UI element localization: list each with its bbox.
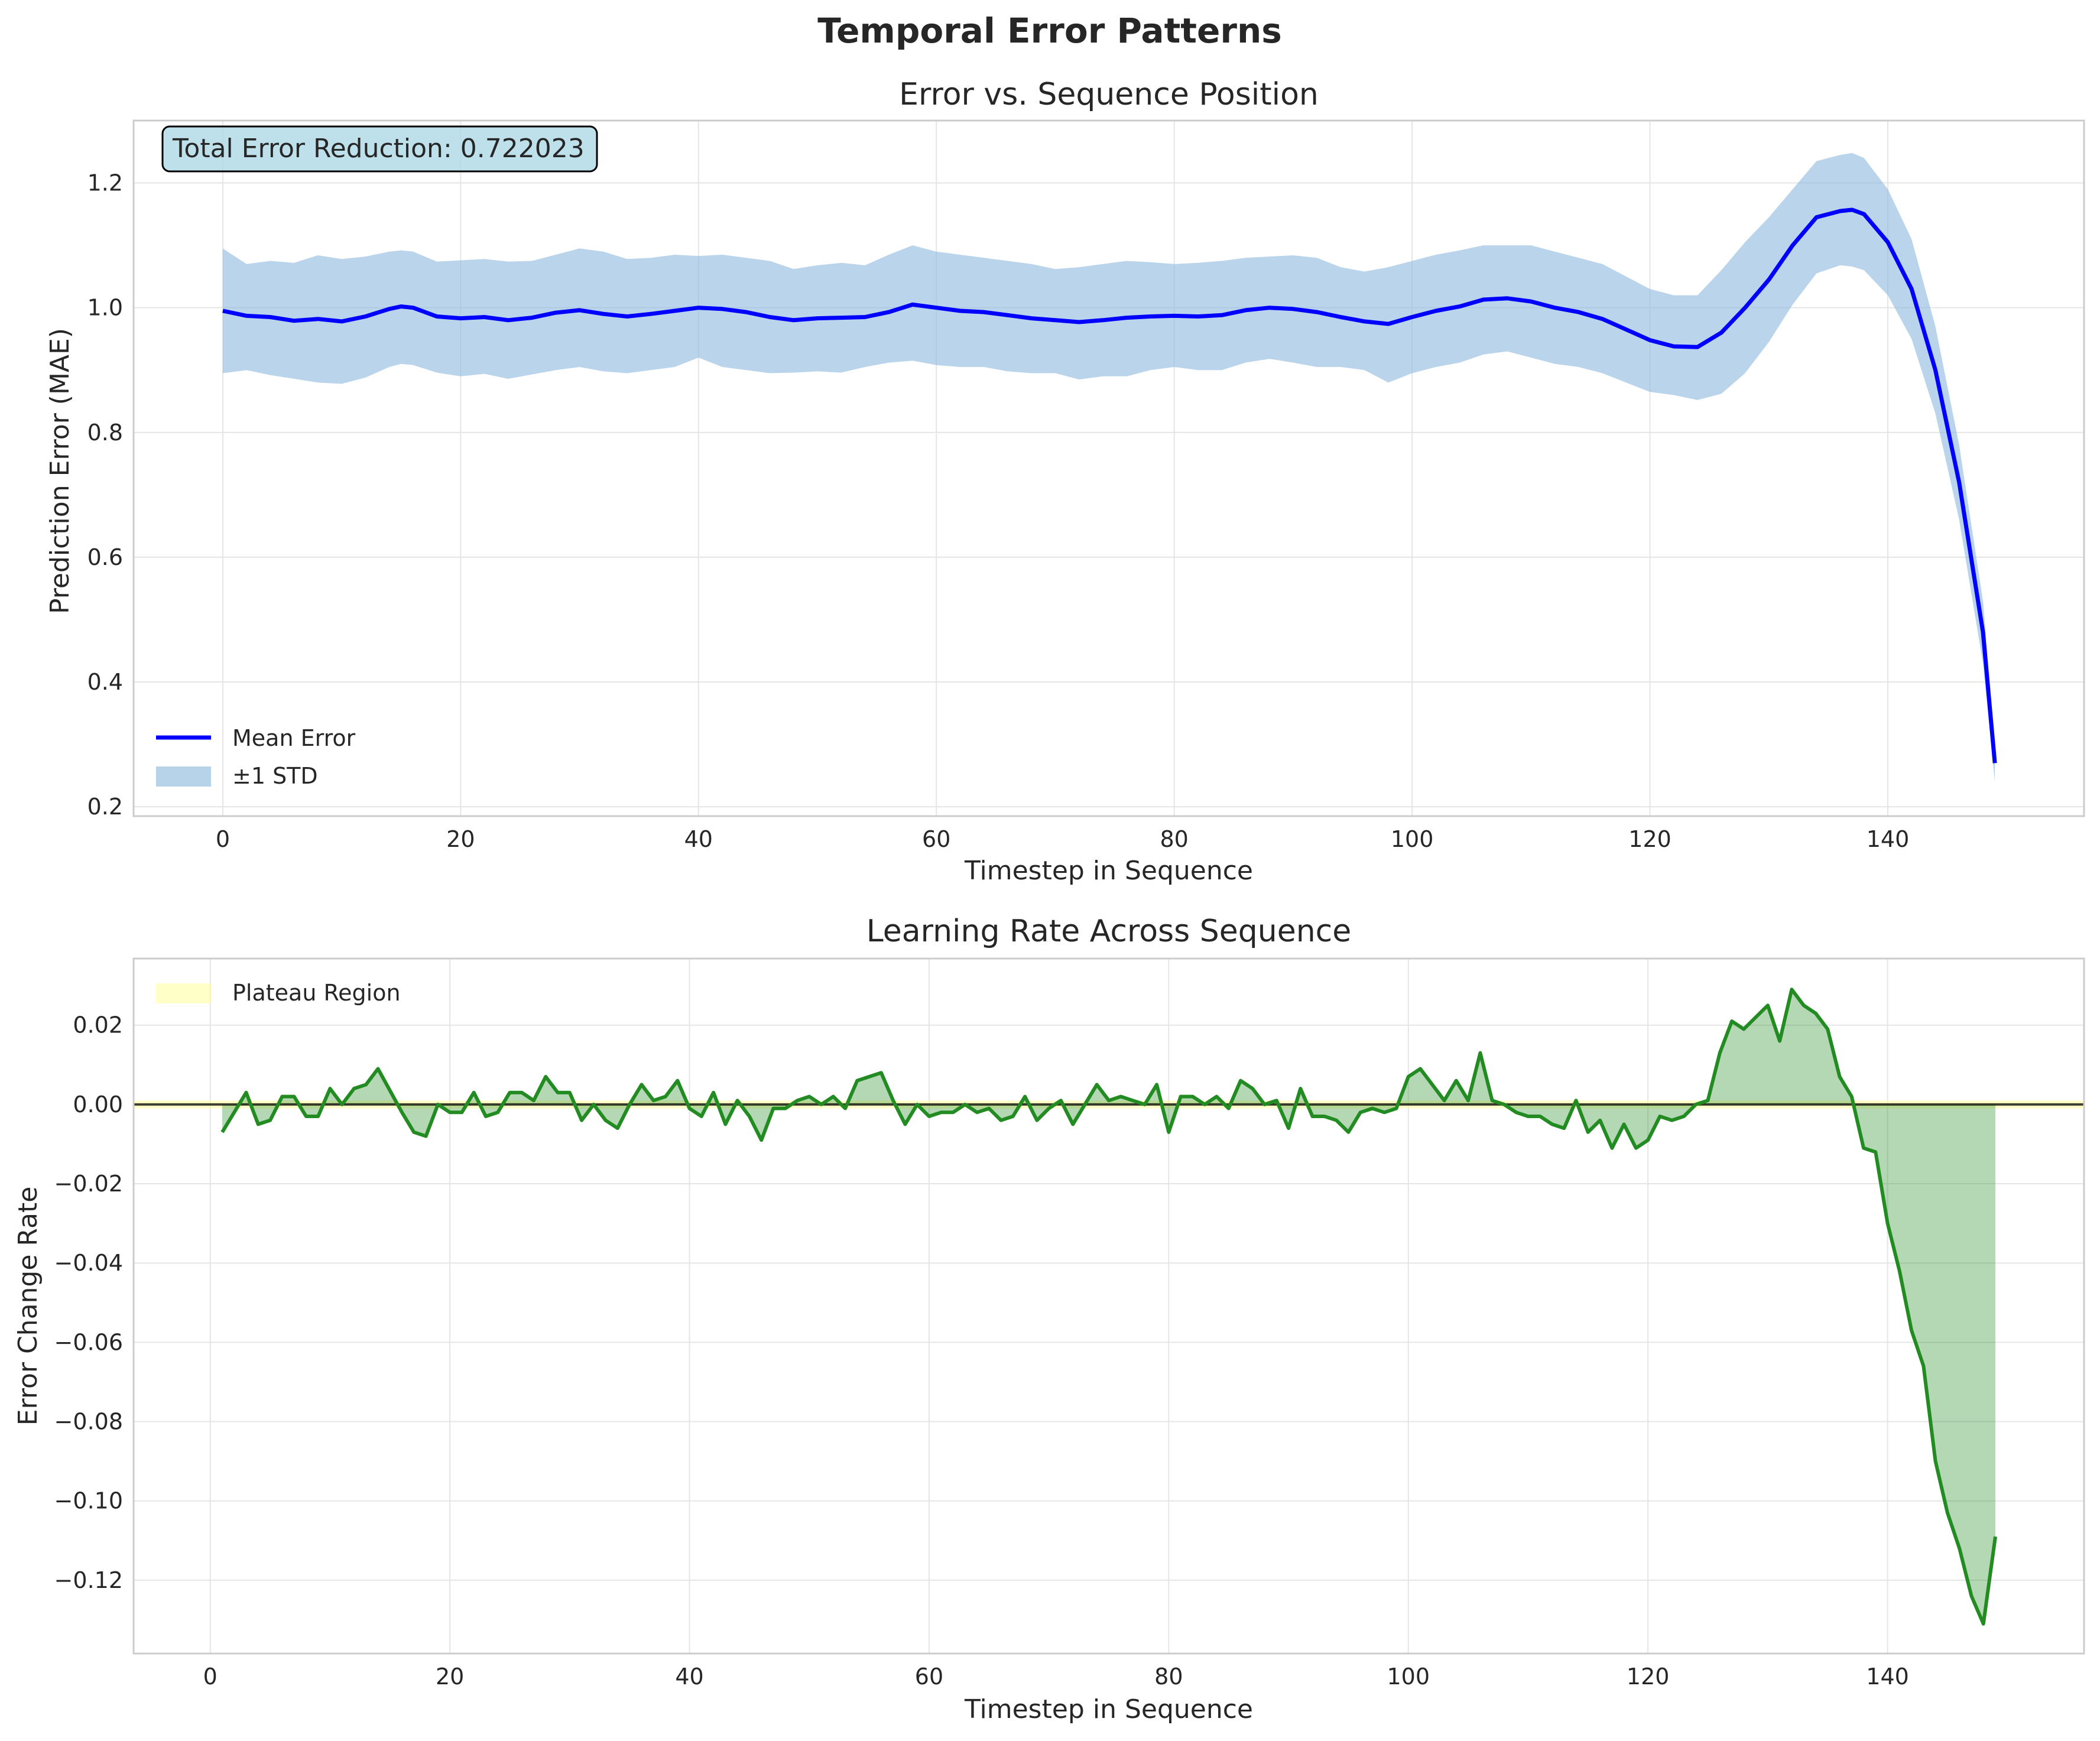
x-tick-labels: 0 20 40 60 80 100 120 140 [216,826,1909,852]
plot-frame [132,957,2085,1655]
change-rate-series [220,988,1997,1626]
y-tick-label: −0.10 [54,1488,123,1514]
x-axis-label: Timestep in Sequence [964,856,1253,886]
y-tick-label: 1.0 [87,295,123,321]
y-tick-label: 0.00 [73,1092,123,1118]
x-tick-label: 20 [436,1664,464,1690]
x-tick-label: 120 [1628,826,1671,852]
x-axis-label: Timestep in Sequence [964,1694,1253,1724]
y-tick-label: 0.6 [87,544,123,570]
y-axis-label: Prediction Error (MAE) [45,328,75,614]
y-tick-label: 0.4 [87,669,123,695]
x-tick-label: 20 [446,826,475,852]
x-tick-label: 60 [922,826,950,852]
y-tick-label: −0.04 [54,1250,123,1276]
annotation-box: Total Error Reduction: 0.722023 [161,125,598,173]
x-tick-label: 0 [203,1664,218,1690]
x-tick-label: 40 [684,826,713,852]
y-tick-label: −0.02 [54,1171,123,1197]
annotation-background [161,125,598,173]
legend-label-plateau: Plateau Region [232,980,401,1006]
legend-label-std: ±1 STD [232,763,318,789]
y-tick-labels: 0.2 0.4 0.6 0.8 1.0 1.2 [87,170,123,820]
change-rate-area [222,989,1995,1624]
mean-error-series [222,207,1997,764]
y-tick-label: 0.8 [87,420,123,446]
chart-title: Error vs. Sequence Position [899,77,1319,112]
learning-rate-chart: Learning Rate Across Sequence 0 20 40 60 80 1… [13,914,2085,1724]
x-tick-label: 120 [1627,1664,1670,1690]
x-tick-label: 80 [1154,1664,1183,1690]
x-tick-label: 80 [1160,826,1188,852]
y-tick-labels: 0.02 0.00 −0.02 −0.04 −0.06 −0.08 −0.10 −0.12 [54,1012,123,1593]
x-tick-label: 100 [1387,1664,1430,1690]
y-tick-label: 1.2 [87,170,123,196]
y-tick-label: 0.2 [87,794,123,820]
error-vs-position-chart: Error vs. Sequence Position 0 20 40 60 80 100… [45,77,2085,886]
mean-error-line [222,207,1997,764]
change-rate-line [220,988,1997,1626]
annotation-text: Total Error Reduction: 0.722023 [172,134,585,164]
y-axis-label: Error Change Rate [13,1187,43,1426]
x-tick-label: 40 [675,1664,703,1690]
y-tick-label: −0.06 [54,1329,123,1355]
x-tick-label: 100 [1391,826,1434,852]
change-rate-fill [222,989,1995,1624]
y-tick-label: −0.12 [54,1567,123,1593]
x-tick-label: 60 [915,1664,943,1690]
legend-swatch-plateau [156,983,211,1003]
x-tick-label: 140 [1867,826,1910,852]
chart-title: Learning Rate Across Sequence [866,914,1352,949]
x-tick-labels: 0 20 40 60 80 100 120 140 [203,1664,1909,1690]
y-tick-label: 0.02 [73,1012,123,1038]
x-tick-label: 0 [216,826,230,852]
plot-frame [132,119,2085,817]
figure-title: Temporal Error Patterns [817,11,1282,51]
legend-swatch-std [156,766,211,787]
y-tick-label: −0.08 [54,1409,123,1435]
legend: Plateau Region [156,980,401,1006]
x-tick-label: 140 [1866,1664,1909,1690]
legend-label-mean-error: Mean Error [232,725,356,751]
legend: Mean Error ±1 STD [156,725,356,789]
